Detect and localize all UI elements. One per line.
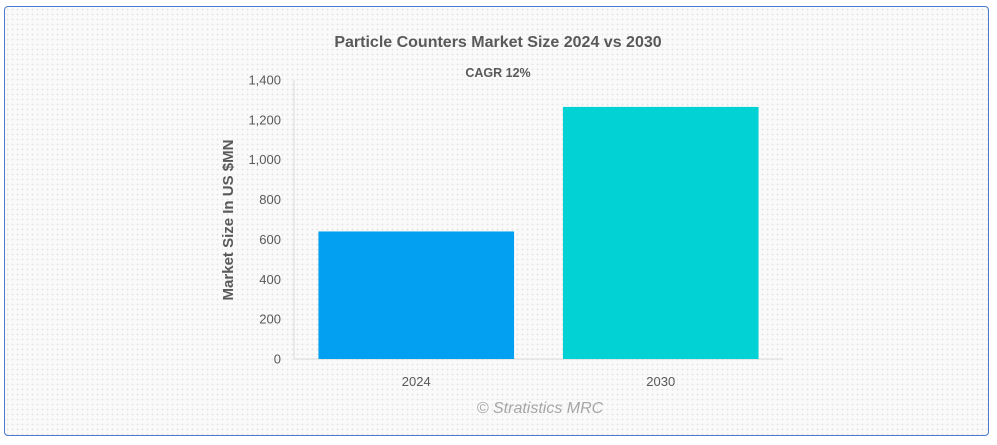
y-tick-label: 0: [274, 352, 281, 367]
y-tick-label: 600: [259, 232, 281, 247]
y-tick-label: 1,200: [248, 112, 281, 127]
x-tick-label: 2030: [646, 374, 675, 389]
y-tick-label: 1,400: [248, 73, 281, 88]
y-tick-label: 200: [259, 312, 281, 327]
x-tick-label: 2024: [402, 374, 431, 389]
y-tick-label: 1,000: [248, 152, 281, 167]
bar-2024: [318, 231, 515, 359]
y-tick-label: 800: [259, 192, 281, 207]
chart-subtitle: CAGR 12%: [465, 66, 530, 80]
watermark-text: © Stratistics MRC: [477, 400, 604, 417]
chart-frame: [4, 6, 989, 436]
chart-title: Particle Counters Market Size 2024 vs 20…: [334, 34, 661, 51]
bar-2030: [562, 106, 759, 360]
y-tick-label: 400: [259, 272, 281, 287]
y-axis-label: Market Size In US $MN: [220, 140, 237, 301]
